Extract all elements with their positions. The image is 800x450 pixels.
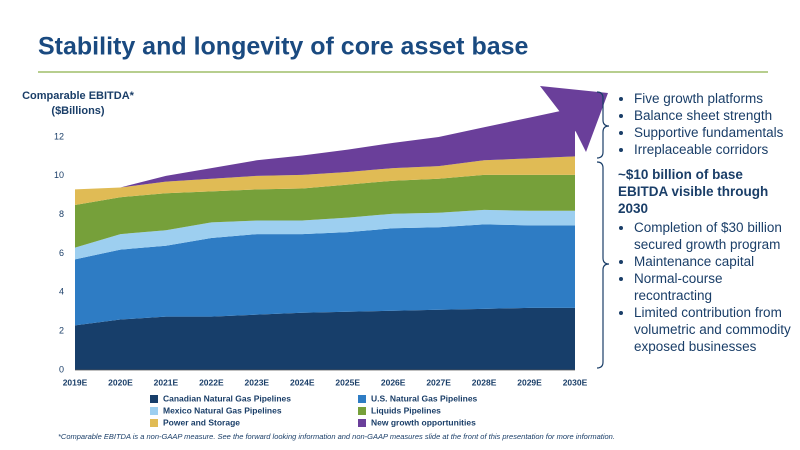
legend-swatch (150, 419, 158, 427)
y-tick-label: 0 (59, 364, 64, 374)
legend-label: Canadian Natural Gas Pipelines (163, 393, 291, 403)
area (75, 174, 575, 248)
y-tick-label: 10 (54, 170, 64, 180)
y-tick-label: 4 (59, 287, 64, 297)
x-tick-label: 2029E (517, 377, 542, 387)
x-tick-label: 2020E (108, 377, 133, 387)
x-tick-label: 2021E (154, 377, 179, 387)
bullet: Balance sheet strength (634, 107, 792, 124)
x-tick-label: 2028E (472, 377, 497, 387)
legend-swatch (150, 407, 158, 415)
y-tick-label: 8 (59, 209, 64, 219)
chart-title: Stability and longevity of core asset ba… (38, 33, 529, 61)
x-tick-label: 2022E (199, 377, 224, 387)
bullet: Limited contribution from volumetric and… (634, 304, 792, 355)
bullet: Normal-course recontracting (634, 270, 792, 304)
x-tick-label: 2024E (290, 377, 315, 387)
bullet: Maintenance capital (634, 253, 792, 270)
legend-label: Power and Storage (163, 417, 240, 427)
area (75, 107, 575, 190)
legend-label: U.S. Natural Gas Pipelines (371, 393, 478, 403)
x-tick-label: 2023E (245, 377, 270, 387)
y-tick-label: 2 (59, 326, 64, 336)
bullet: Completion of $30 billion secured growth… (634, 219, 792, 253)
legend-swatch (150, 395, 158, 403)
area (75, 307, 575, 370)
side-notes: Five growth platformsBalance sheet stren… (612, 90, 792, 355)
x-tick-label: 2019E (63, 377, 88, 387)
legend-swatch (358, 419, 366, 427)
area (75, 224, 575, 326)
legend-label: New growth opportunities (371, 417, 476, 427)
bullet: Irreplaceable corridors (634, 141, 792, 158)
x-tick-label: 2030E (563, 377, 588, 387)
brace (596, 91, 610, 159)
legend-swatch (358, 407, 366, 415)
base-list: Completion of $30 billion secured growth… (612, 219, 792, 355)
y-axis-label: Comparable EBITDA* (22, 90, 135, 102)
y-tick-label: 6 (59, 248, 64, 258)
base-heading: ~$10 billion of base EBITDA visible thro… (618, 167, 769, 216)
growth-arrow-head (540, 86, 608, 152)
area (75, 156, 575, 205)
x-tick-label: 2025E (335, 377, 360, 387)
growth-list: Five growth platformsBalance sheet stren… (612, 90, 792, 158)
legend-label: Mexico Natural Gas Pipelines (163, 405, 282, 415)
x-tick-label: 2026E (381, 377, 406, 387)
legend-label: Liquids Pipelines (371, 405, 441, 415)
bullet: Supportive fundamentals (634, 124, 792, 141)
legend-swatch (358, 395, 366, 403)
y-tick-label: 12 (54, 131, 64, 141)
x-tick-label: 2027E (426, 377, 451, 387)
footnote: *Comparable EBITDA is a non-GAAP measure… (58, 432, 615, 441)
plot-area (75, 107, 575, 370)
y-axis-label: ($Billions) (51, 105, 105, 117)
bullet: Five growth platforms (634, 90, 792, 107)
area (75, 209, 575, 260)
brace (596, 161, 610, 369)
